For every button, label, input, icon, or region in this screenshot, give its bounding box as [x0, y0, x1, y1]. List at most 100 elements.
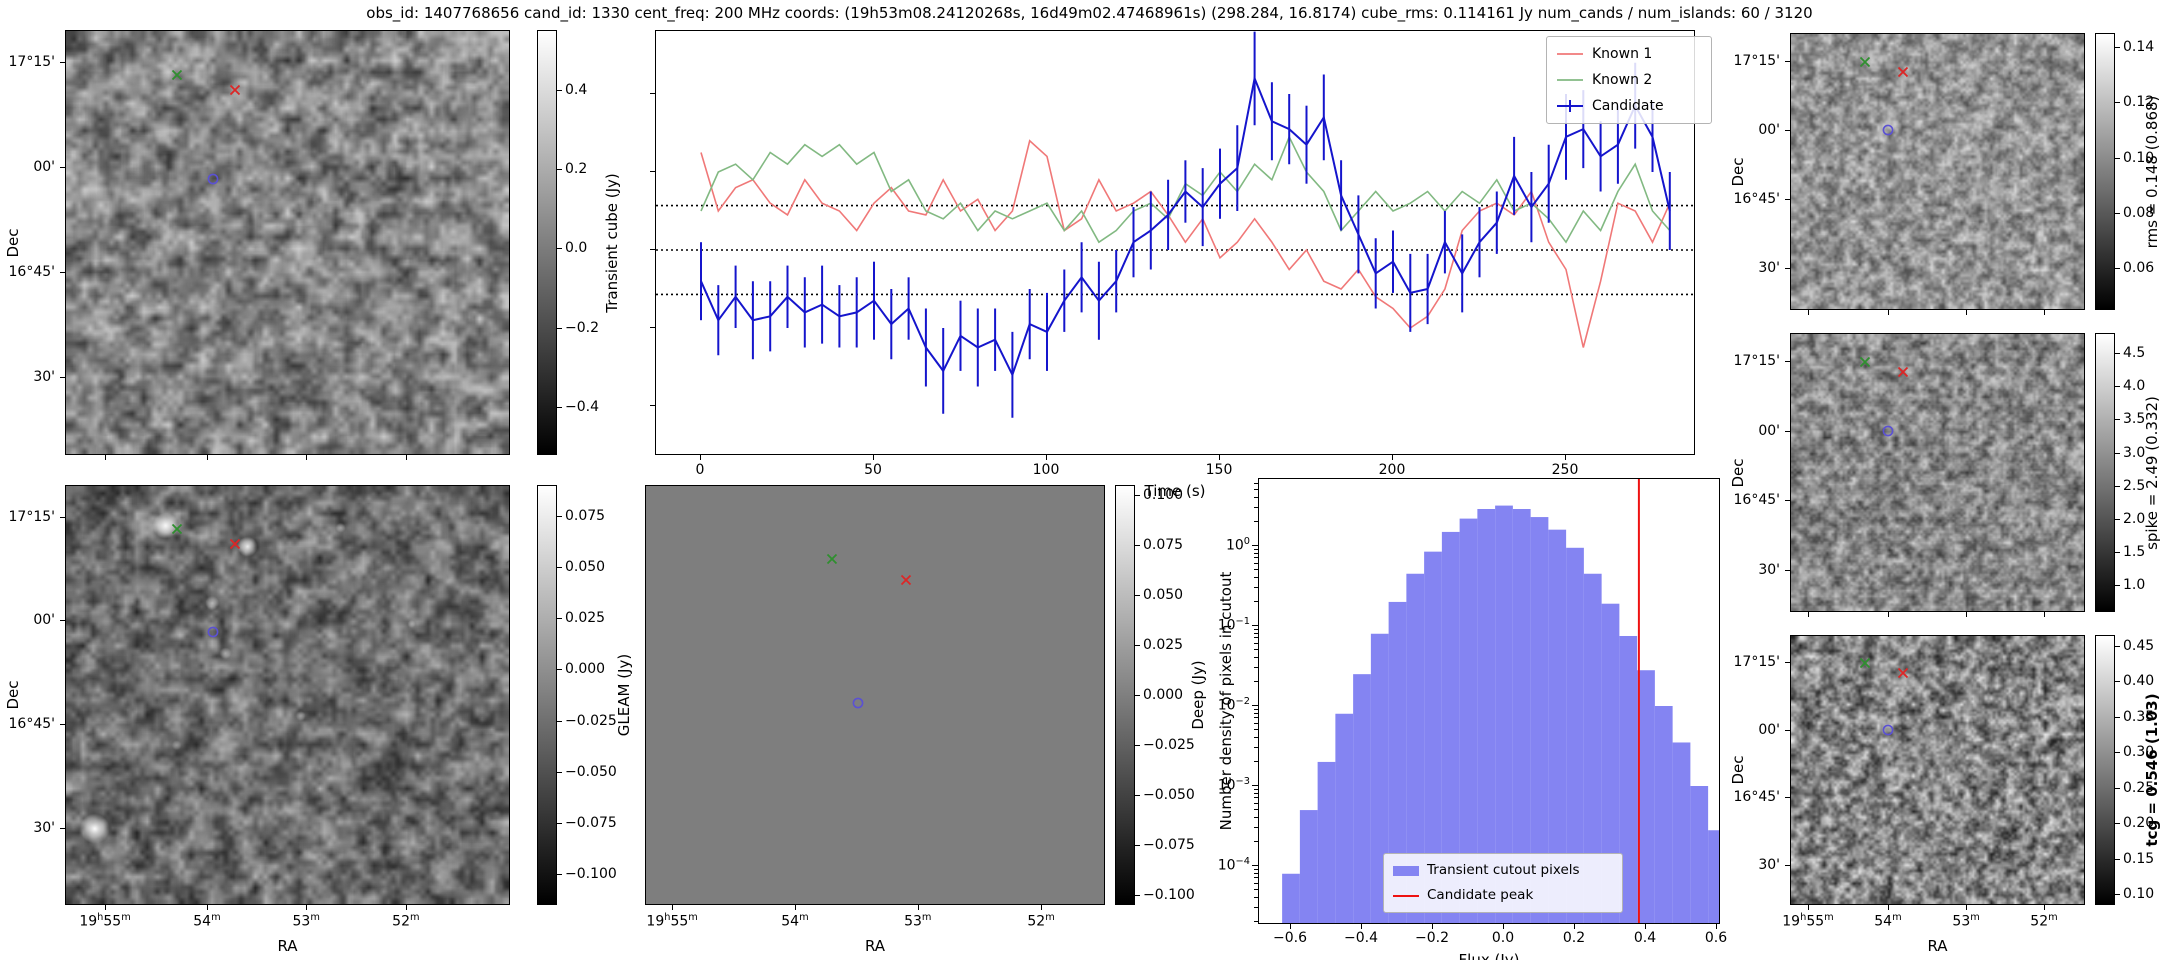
density-minor-tick: [1254, 729, 1258, 731]
ra-tick: [1887, 310, 1889, 315]
colorbar-tick: [1135, 595, 1140, 597]
colorbar-tick-label: 0.45: [2123, 637, 2155, 654]
deep-image-panel: [645, 485, 1105, 905]
tcg-cutout-image: [1791, 636, 2084, 904]
patch-legend-icon: [1393, 865, 1419, 876]
flux-tick-label: −0.6: [1273, 930, 1307, 946]
colorbar-tick-label: 0.4: [565, 81, 588, 98]
colorbar-tick-label: −0.025: [1143, 736, 1195, 753]
density-minor-tick: [1254, 576, 1258, 578]
legend-entry: Known 1: [1555, 44, 1703, 64]
flux-tick: [1290, 924, 1291, 929]
lightcurve-plot: [656, 31, 1694, 418]
colorbar-tick-label: 2.0: [2123, 511, 2146, 528]
gleam-colorbar: [537, 485, 557, 905]
colorbar-tick-label: 0.25: [2123, 779, 2155, 796]
density-minor-tick: [1254, 637, 1258, 639]
colorbar-tick: [2115, 452, 2120, 454]
colorbar-tick: [557, 823, 562, 825]
ra-tick-label: 53m: [1952, 912, 1980, 930]
density-minor-tick: [1254, 889, 1258, 891]
ra-tick: [2043, 905, 2045, 910]
dec-tick-label: 17°15': [8, 508, 55, 525]
density-tick: [1252, 545, 1258, 546]
density-minor-tick: [1254, 496, 1258, 498]
time-tick: [873, 455, 874, 460]
density-tick-label: 10−3: [1217, 776, 1250, 794]
x-marker-icon: [827, 553, 838, 564]
density-minor-tick: [1254, 868, 1258, 870]
flux-tick: [650, 405, 655, 406]
time-tick-label: 100: [1032, 462, 1060, 478]
ra-tick-label: 54m: [1874, 912, 1902, 930]
colorbar-tick-label: 0.12: [2123, 94, 2155, 111]
colorbar-tick-label: 0.14: [2123, 38, 2155, 55]
hist-bar: [1619, 635, 1638, 923]
ra-tick: [405, 905, 407, 910]
x-marker-icon: [1897, 366, 1909, 378]
colorbar-tick-label: −0.050: [565, 763, 617, 780]
dec-tick: [1785, 268, 1790, 270]
time-tick-label: 250: [1551, 462, 1579, 478]
dec-tick-label: 00': [33, 612, 55, 629]
time-tick: [1219, 455, 1220, 460]
colorbar-tick-label: 0.050: [1143, 587, 1184, 604]
known-source-1-marker: [171, 66, 184, 85]
legend-entry-label: Candidate: [1592, 97, 1664, 114]
x-marker-icon: [1897, 667, 1909, 678]
ra-tick-label: 52m: [1027, 912, 1055, 930]
colorbar-tick: [557, 407, 562, 409]
flux-tick-label: 0.2: [1562, 930, 1586, 946]
ra-tick: [1807, 310, 1809, 315]
spike-cutout-image: [1791, 334, 2084, 611]
density-minor-tick: [1254, 872, 1258, 874]
circle-marker-icon: [852, 697, 863, 709]
time-tick-label: 150: [1205, 462, 1233, 478]
density-minor-tick: [1254, 722, 1258, 724]
colorbar-tick: [2115, 485, 2120, 487]
dec-axis-label: Dec: [1729, 755, 1747, 785]
ra-tick: [672, 905, 674, 910]
colorbar-tick-label: −0.075: [565, 815, 617, 832]
dec-tick: [1785, 500, 1790, 502]
legend-entry: Candidate peak: [1392, 886, 1614, 906]
density-minor-tick: [1254, 520, 1258, 522]
dec-tick: [60, 166, 65, 168]
ra-tick: [105, 905, 107, 910]
density-minor-tick: [1254, 809, 1258, 811]
density-minor-tick: [1254, 680, 1258, 682]
dec-tick-label: 17°15': [1733, 352, 1780, 369]
ra-tick: [2043, 612, 2045, 617]
colorbar-tick: [557, 618, 562, 620]
density-minor-tick: [1254, 920, 1258, 922]
time-tick: [1392, 455, 1393, 460]
rms-cutout-panel: [1790, 33, 2085, 310]
colorbar-tick-label: 4.0: [2123, 378, 2146, 394]
colorbar-tick: [2115, 419, 2120, 421]
colorbar-tick-label: 0.10: [2123, 886, 2155, 903]
known-source-2-marker: [1897, 63, 1910, 82]
flux-tick: [1503, 924, 1504, 929]
dec-tick-label: 30': [33, 819, 55, 836]
dec-tick-label: 16°45': [8, 263, 55, 280]
lightcurve-legend: Known 1 Known 2 Candidate: [1546, 36, 1712, 124]
transient-colorbar: [537, 30, 557, 455]
figure-title: obs_id: 1407768656 cand_id: 1330 cent_fr…: [366, 4, 1813, 22]
colorbar-tick-label: 1.0: [2123, 577, 2146, 594]
known-source-1-marker: [1858, 54, 1871, 73]
colorbar-tick: [557, 669, 562, 671]
known-source-1-marker: [1858, 354, 1871, 373]
flux-tick: [1574, 924, 1575, 929]
ra-tick: [306, 455, 308, 460]
colorbar-tick-label: 4.5: [2123, 344, 2146, 361]
hist-bar: [1335, 713, 1354, 923]
ra-tick-label: 52m: [2030, 912, 2058, 930]
tcg-colorbar-label: tcg = 0.546 (1.03): [2143, 693, 2161, 847]
candidate-position-marker: [1882, 121, 1895, 140]
dec-tick: [1785, 430, 1790, 432]
density-tick: [1252, 705, 1258, 706]
colorbar-tick: [1135, 495, 1140, 497]
spike-cutout-panel: [1790, 333, 2085, 612]
dec-tick-label: 16°45': [1733, 191, 1780, 208]
